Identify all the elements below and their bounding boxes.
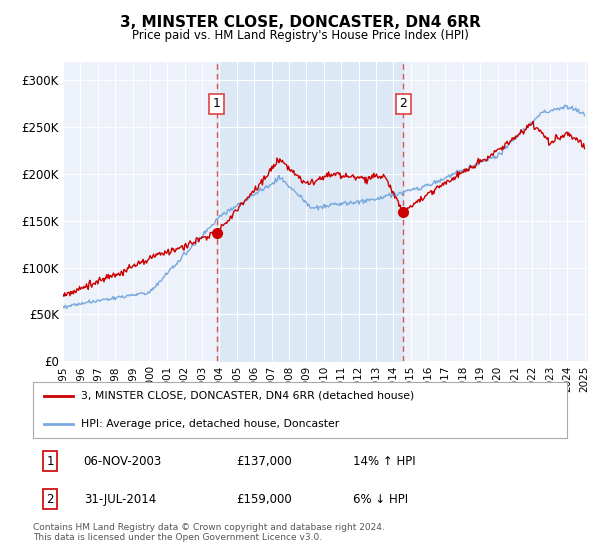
Text: 1: 1 (213, 97, 221, 110)
Text: 2: 2 (46, 493, 54, 506)
Text: £159,000: £159,000 (236, 493, 292, 506)
Text: 3, MINSTER CLOSE, DONCASTER, DN4 6RR: 3, MINSTER CLOSE, DONCASTER, DN4 6RR (119, 15, 481, 30)
Text: Contains HM Land Registry data © Crown copyright and database right 2024.
This d: Contains HM Land Registry data © Crown c… (33, 523, 385, 543)
Text: 3, MINSTER CLOSE, DONCASTER, DN4 6RR (detached house): 3, MINSTER CLOSE, DONCASTER, DN4 6RR (de… (81, 391, 415, 401)
Text: 06-NOV-2003: 06-NOV-2003 (84, 455, 162, 468)
Text: Price paid vs. HM Land Registry's House Price Index (HPI): Price paid vs. HM Land Registry's House … (131, 29, 469, 42)
Text: 6% ↓ HPI: 6% ↓ HPI (353, 493, 409, 506)
Text: 2: 2 (400, 97, 407, 110)
Text: HPI: Average price, detached house, Doncaster: HPI: Average price, detached house, Donc… (81, 419, 340, 429)
Text: 1: 1 (46, 455, 54, 468)
Text: 14% ↑ HPI: 14% ↑ HPI (353, 455, 416, 468)
Text: £137,000: £137,000 (236, 455, 292, 468)
Text: 31-JUL-2014: 31-JUL-2014 (84, 493, 156, 506)
